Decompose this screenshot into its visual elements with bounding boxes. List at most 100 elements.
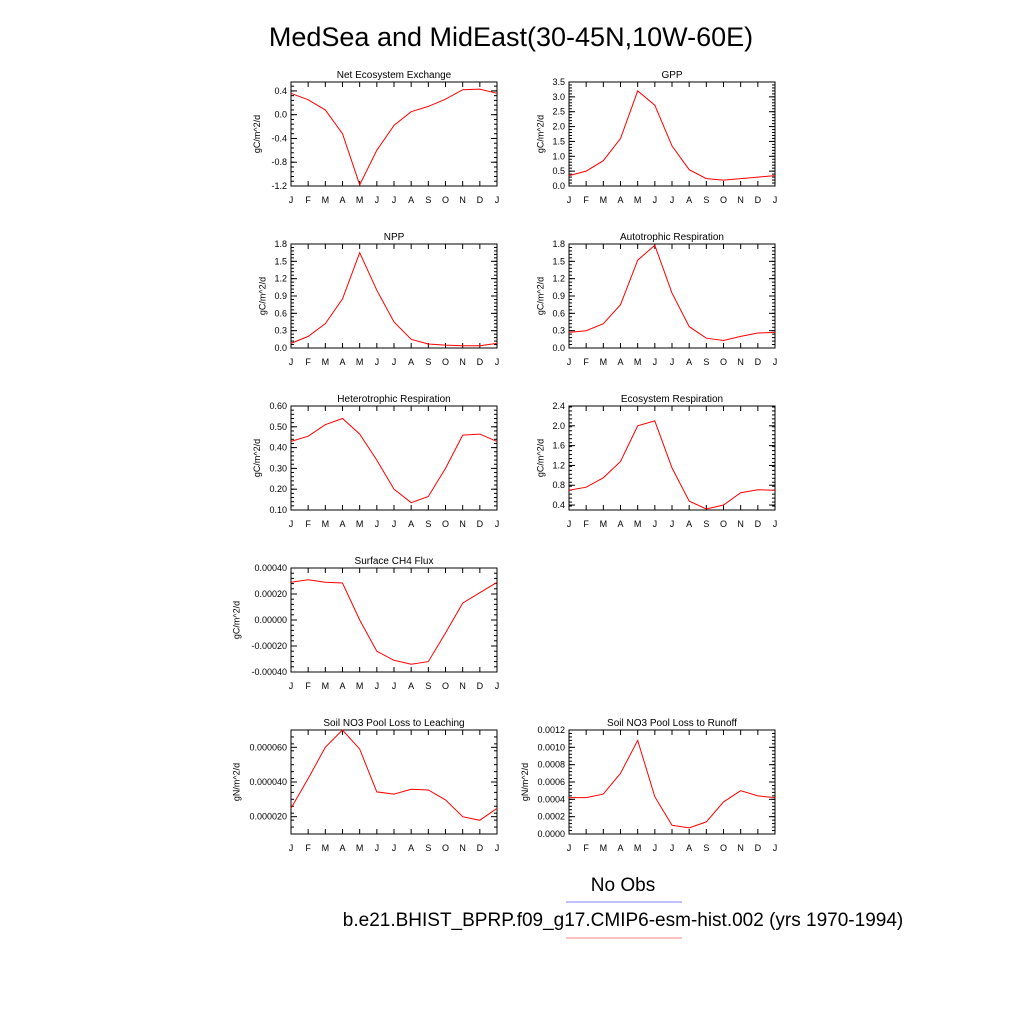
y-axis-label: gC/m^2/d bbox=[257, 277, 267, 315]
x-tick-label: M bbox=[356, 843, 364, 853]
x-tick-label: J bbox=[289, 357, 294, 367]
x-tick-label: J bbox=[375, 519, 380, 529]
x-tick-label: O bbox=[442, 195, 449, 205]
y-tick-label: 0.50 bbox=[269, 422, 287, 432]
panel-title: Net Ecosystem Exchange bbox=[337, 70, 452, 81]
x-tick-label: J bbox=[567, 843, 572, 853]
x-tick-label: J bbox=[392, 357, 397, 367]
series-line bbox=[290, 729, 498, 821]
y-tick-label: 0.0012 bbox=[537, 725, 565, 735]
x-tick-label: O bbox=[720, 843, 727, 853]
x-tick-label: M bbox=[322, 195, 330, 205]
y-tick-label: 0.5 bbox=[552, 166, 565, 176]
x-tick-label: J bbox=[567, 519, 572, 529]
x-tick-label: A bbox=[339, 843, 345, 853]
x-tick-label: A bbox=[408, 357, 414, 367]
x-tick-label: M bbox=[322, 843, 330, 853]
x-tick-label: A bbox=[339, 519, 345, 529]
y-tick-label: 0.00020 bbox=[254, 589, 287, 599]
x-tick-label: J bbox=[495, 519, 500, 529]
x-tick-label: D bbox=[477, 519, 484, 529]
x-tick-label: F bbox=[305, 357, 311, 367]
x-tick-label: F bbox=[305, 843, 311, 853]
y-tick-label: 0.0004 bbox=[537, 794, 565, 804]
x-tick-label: J bbox=[773, 519, 778, 529]
legend-item-2: b.e21.BHIST_BPRP.f09_g17.CMIP6-esm-hist.… bbox=[343, 910, 903, 939]
x-tick-label: F bbox=[583, 195, 589, 205]
panel-title: NPP bbox=[384, 232, 405, 243]
y-tick-label: 1.2 bbox=[552, 460, 565, 470]
y-tick-label: 1.8 bbox=[274, 239, 287, 249]
x-tick-label: A bbox=[339, 357, 345, 367]
panel-title: Surface CH4 Flux bbox=[355, 556, 434, 567]
x-tick-label: M bbox=[322, 357, 330, 367]
x-tick-label: F bbox=[583, 519, 589, 529]
x-tick-label: N bbox=[459, 681, 466, 691]
x-tick-label: S bbox=[703, 843, 709, 853]
series-line bbox=[290, 579, 498, 665]
y-tick-label: 1.6 bbox=[552, 441, 565, 451]
x-tick-label: N bbox=[459, 843, 466, 853]
y-tick-label: 0.9 bbox=[274, 291, 287, 301]
y-tick-label: 0.3 bbox=[552, 326, 565, 336]
x-tick-label: A bbox=[617, 843, 623, 853]
x-tick-label: J bbox=[392, 195, 397, 205]
x-tick-label: M bbox=[600, 843, 608, 853]
y-tick-label: 0.4 bbox=[274, 86, 287, 96]
legend-label: No Obs bbox=[591, 875, 655, 896]
series-line bbox=[290, 417, 498, 504]
y-tick-label: 0.10 bbox=[269, 505, 287, 515]
panel-title: Soil NO3 Pool Loss to Leaching bbox=[323, 718, 464, 729]
x-tick-label: D bbox=[755, 519, 762, 529]
x-tick-label: N bbox=[459, 357, 466, 367]
x-tick-label: S bbox=[425, 843, 431, 853]
y-tick-label: 2.0 bbox=[552, 122, 565, 132]
figure-title: MedSea and MidEast(30-45N,10W-60E) bbox=[269, 22, 753, 52]
x-tick-label: M bbox=[634, 195, 642, 205]
x-tick-label: M bbox=[634, 357, 642, 367]
x-tick-label: O bbox=[720, 519, 727, 529]
x-tick-label: D bbox=[477, 681, 484, 691]
y-tick-label: 0.000040 bbox=[249, 777, 287, 787]
x-tick-label: J bbox=[653, 519, 658, 529]
x-tick-label: J bbox=[773, 843, 778, 853]
x-tick-label: M bbox=[600, 519, 608, 529]
x-tick-label: J bbox=[653, 357, 658, 367]
y-tick-label: 3.0 bbox=[552, 92, 565, 102]
panel-title: Autotrophic Respiration bbox=[620, 232, 724, 243]
x-tick-label: O bbox=[442, 681, 449, 691]
x-tick-label: S bbox=[703, 195, 709, 205]
series-line bbox=[568, 420, 776, 510]
x-tick-label: O bbox=[442, 843, 449, 853]
x-tick-label: F bbox=[583, 843, 589, 853]
x-tick-label: J bbox=[375, 195, 380, 205]
legend: No Obs b.e21.BHIST_BPRP.f09_g17.CMIP6-esm… bbox=[343, 875, 903, 939]
plot-frame bbox=[290, 567, 498, 673]
x-tick-label: S bbox=[703, 357, 709, 367]
x-tick-label: M bbox=[600, 195, 608, 205]
x-tick-label: F bbox=[305, 195, 311, 205]
x-tick-label: J bbox=[670, 843, 675, 853]
x-tick-label: J bbox=[289, 519, 294, 529]
x-tick-label: A bbox=[617, 519, 623, 529]
x-tick-label: F bbox=[583, 357, 589, 367]
y-axis-label: gC/m^2/d bbox=[231, 601, 241, 639]
x-tick-label: M bbox=[322, 519, 330, 529]
x-tick-label: S bbox=[425, 681, 431, 691]
y-axis-label: gC/m^2/d bbox=[535, 439, 545, 477]
y-tick-label: 0.00000 bbox=[254, 615, 287, 625]
plot-frame bbox=[568, 243, 776, 349]
x-tick-label: A bbox=[686, 195, 692, 205]
x-tick-label: M bbox=[322, 681, 330, 691]
x-tick-label: S bbox=[703, 519, 709, 529]
x-tick-label: M bbox=[634, 519, 642, 529]
x-tick-label: A bbox=[339, 681, 345, 691]
x-tick-label: J bbox=[375, 681, 380, 691]
x-tick-label: F bbox=[305, 681, 311, 691]
series-line bbox=[290, 88, 498, 187]
